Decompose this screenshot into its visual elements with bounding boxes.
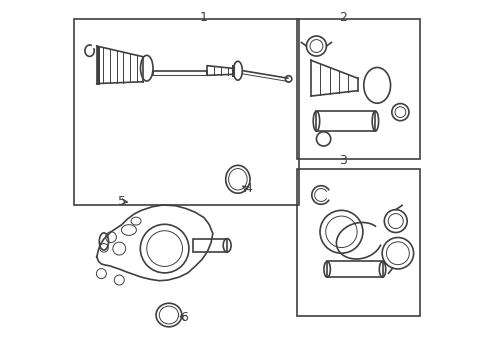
Bar (327, 261, 383, 277)
Text: 6: 6 (180, 311, 188, 324)
Text: 3: 3 (339, 154, 347, 167)
Bar (297, 19, 420, 158)
Bar (317, 111, 375, 131)
Text: 5: 5 (118, 195, 126, 208)
Bar (297, 169, 420, 316)
Bar (74, 19, 298, 205)
Text: 4: 4 (245, 183, 252, 195)
Text: 1: 1 (200, 11, 208, 24)
Text: 2: 2 (339, 11, 347, 24)
Bar (193, 239, 227, 252)
